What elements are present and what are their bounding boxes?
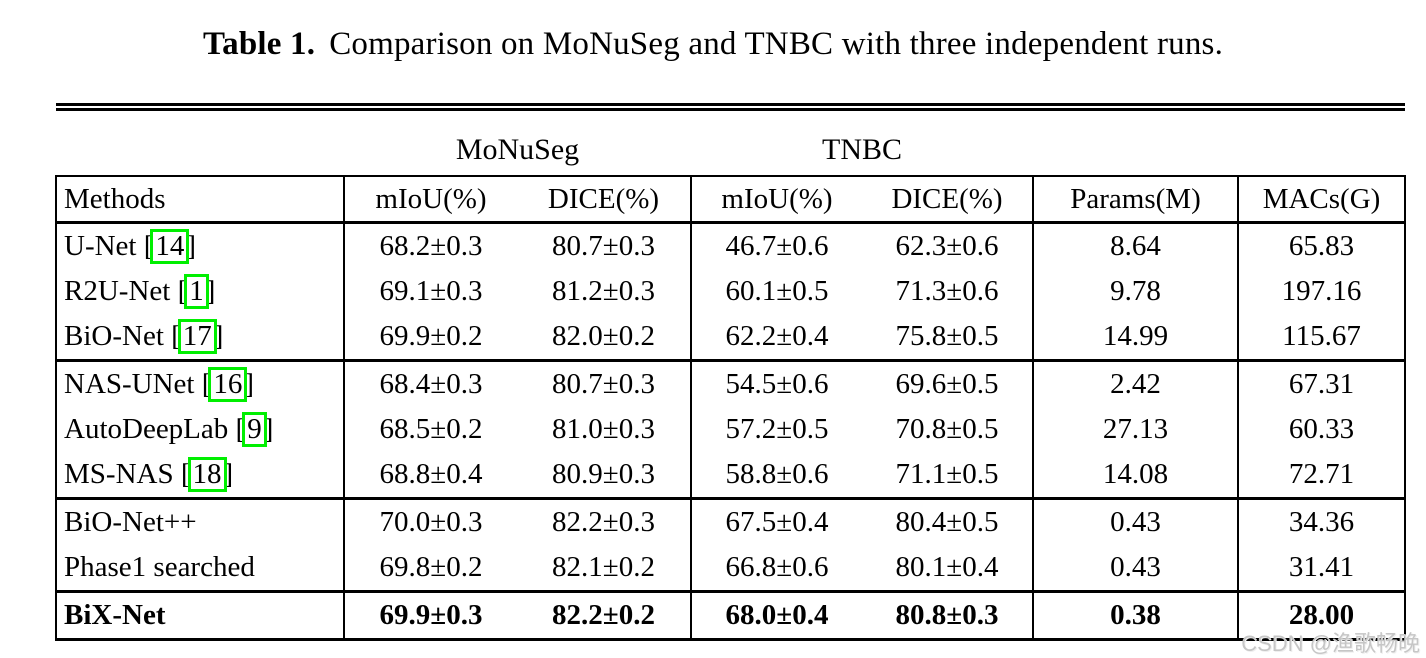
value-cell: 69.9±0.3 bbox=[344, 590, 517, 641]
table-row: BiX-Net 69.9±0.3 82.2±0.2 68.0±0.4 80.8±0.3 0… bbox=[55, 590, 1407, 641]
value-cell: 81.0±0.3 bbox=[517, 407, 692, 452]
method-cell: Phase1 searched bbox=[55, 545, 345, 592]
spacer-cell bbox=[1238, 103, 1406, 176]
value-cell: 62.3±0.6 bbox=[862, 222, 1035, 269]
citation-link[interactable]: 18 bbox=[187, 457, 227, 492]
value-cell: 14.08 bbox=[1033, 452, 1240, 499]
value-cell: 80.4±0.5 bbox=[862, 497, 1035, 545]
citation-link[interactable]: 9 bbox=[242, 412, 267, 447]
dataset-header-monuseg: MoNuSeg bbox=[344, 103, 691, 176]
table-row: BiO-Net++ 70.0±0.3 82.2±0.3 67.5±0.4 80.4±0.… bbox=[55, 497, 1407, 545]
value-cell: 81.2±0.3 bbox=[517, 269, 692, 314]
column-header-monuseg-miou: mIoU(%) bbox=[344, 175, 517, 224]
value-cell: 14.99 bbox=[1033, 314, 1240, 361]
spacer-cell bbox=[1033, 103, 1239, 176]
value-cell: 57.2±0.5 bbox=[725, 413, 829, 445]
value-cell: 67.5±0.4 bbox=[691, 497, 862, 545]
value-cell: 68.5±0.2 bbox=[379, 413, 483, 445]
method-cell: BiO-Net [17] bbox=[55, 314, 345, 361]
table-row: AutoDeepLab [9] 68.5±0.2 81.0±0.3 57.2±0.5 7… bbox=[55, 407, 1407, 452]
caption-label: Table 1. bbox=[202, 26, 316, 62]
value-cell: 65.83 bbox=[1238, 222, 1407, 269]
value-cell: 34.36 bbox=[1238, 497, 1407, 545]
citation-link[interactable]: 17 bbox=[177, 319, 217, 354]
value-cell: 197.16 bbox=[1238, 269, 1407, 314]
value-cell: 0.43 bbox=[1033, 545, 1240, 592]
table-caption: Table 1. Comparison on MoNuSeg and TNBC w… bbox=[0, 26, 1426, 63]
method-cell: NAS-UNet [16] bbox=[55, 359, 345, 407]
column-header-tnbc-dice: DICE(%) bbox=[862, 175, 1035, 224]
citation-link[interactable]: 14 bbox=[150, 229, 190, 264]
spacer-cell bbox=[56, 103, 344, 176]
watermark: CSDN @渔歌畅晚 bbox=[1241, 631, 1420, 656]
value-cell: 80.7±0.3 bbox=[517, 359, 692, 407]
method-cell: AutoDeepLab [9] bbox=[55, 407, 345, 452]
table-row: U-Net [14] 68.2±0.3 80.7±0.3 46.7±0.6 62.3±0… bbox=[55, 222, 1407, 269]
value-cell: 68.2±0.3 bbox=[379, 230, 483, 262]
value-cell: 0.38 bbox=[1033, 590, 1240, 641]
column-header-methods: Methods bbox=[55, 175, 345, 224]
value-cell: 71.3±0.6 bbox=[862, 269, 1035, 314]
value-cell: 60.1±0.5 bbox=[725, 275, 829, 307]
method-cell: U-Net [14] bbox=[55, 222, 345, 269]
value-cell: 28.00 bbox=[1238, 590, 1407, 641]
table-row: NAS-UNet [16] 68.4±0.3 80.7±0.3 54.5±0.6 69.… bbox=[55, 359, 1407, 407]
table-row: Phase1 searched 69.8±0.2 82.1±0.2 66.8±0.6 8… bbox=[55, 545, 1407, 592]
table-row: R2U-Net [1] 69.1±0.3 81.2±0.3 60.1±0.5 71.3±… bbox=[55, 269, 1407, 314]
dataset-header-row: MoNuSeg TNBC bbox=[56, 103, 1406, 176]
value-cell: 72.71 bbox=[1238, 452, 1407, 499]
value-cell: 68.0±0.4 bbox=[691, 590, 862, 641]
value-cell: 70.8±0.5 bbox=[862, 407, 1035, 452]
value-cell: 69.8±0.2 bbox=[379, 551, 483, 583]
value-cell: 80.1±0.4 bbox=[862, 545, 1035, 592]
value-cell: 82.2±0.2 bbox=[517, 590, 692, 641]
value-cell: 115.67 bbox=[1238, 314, 1407, 361]
value-cell: 58.8±0.6 bbox=[725, 458, 829, 490]
method-cell: BiX-Net bbox=[55, 590, 345, 641]
column-header-monuseg-dice: DICE(%) bbox=[517, 175, 692, 224]
value-cell: 69.9±0.2 bbox=[379, 320, 483, 352]
method-cell: R2U-Net [1] bbox=[55, 269, 345, 314]
value-cell: 0.43 bbox=[1033, 497, 1240, 545]
method-cell: MS-NAS [18] bbox=[55, 452, 345, 499]
value-cell: 31.41 bbox=[1238, 545, 1407, 592]
value-cell: 82.2±0.3 bbox=[517, 497, 692, 545]
value-cell: 80.7±0.3 bbox=[517, 222, 692, 269]
value-cell: 70.0±0.3 bbox=[344, 497, 517, 545]
method-cell: BiO-Net++ bbox=[55, 497, 345, 545]
column-header-tnbc-miou: mIoU(%) bbox=[691, 175, 862, 224]
value-cell: 75.8±0.5 bbox=[862, 314, 1035, 361]
value-cell: 60.33 bbox=[1238, 407, 1407, 452]
value-cell: 67.31 bbox=[1238, 359, 1407, 407]
column-header-params: Params(M) bbox=[1033, 175, 1240, 224]
value-cell: 80.9±0.3 bbox=[517, 452, 692, 499]
citation-link[interactable]: 1 bbox=[184, 274, 209, 309]
value-cell: 9.78 bbox=[1033, 269, 1240, 314]
value-cell: 82.1±0.2 bbox=[517, 545, 692, 592]
value-cell: 80.8±0.3 bbox=[862, 590, 1035, 641]
value-cell: 68.4±0.3 bbox=[344, 359, 517, 407]
value-cell: 8.64 bbox=[1033, 222, 1240, 269]
column-header-macs: MACs(G) bbox=[1238, 175, 1407, 224]
value-cell: 62.2±0.4 bbox=[725, 320, 829, 352]
column-header-row: Methods mIoU(%) DICE(%) mIoU(%) DICE(%) … bbox=[55, 175, 1407, 224]
comparison-table: MoNuSeg TNBC Methods mIoU(%) DICE(%) mIo… bbox=[55, 103, 1407, 641]
value-cell: 27.13 bbox=[1033, 407, 1240, 452]
value-cell: 2.42 bbox=[1033, 359, 1240, 407]
table-row: MS-NAS [18] 68.8±0.4 80.9±0.3 58.8±0.6 71.1±… bbox=[55, 452, 1407, 499]
value-cell: 69.6±0.5 bbox=[862, 359, 1035, 407]
dataset-header-tnbc: TNBC bbox=[691, 103, 1034, 176]
value-cell: 54.5±0.6 bbox=[691, 359, 862, 407]
value-cell: 46.7±0.6 bbox=[725, 230, 829, 262]
value-cell: 68.8±0.4 bbox=[379, 458, 483, 490]
caption-text: Comparison on MoNuSeg and TNBC with thre… bbox=[329, 26, 1224, 62]
value-cell: 82.0±0.2 bbox=[517, 314, 692, 361]
value-cell: 69.1±0.3 bbox=[379, 275, 483, 307]
citation-link[interactable]: 16 bbox=[208, 367, 248, 402]
value-cell: 71.1±0.5 bbox=[862, 452, 1035, 499]
value-cell: 66.8±0.6 bbox=[725, 551, 829, 583]
table-row: BiO-Net [17] 69.9±0.2 82.0±0.2 62.2±0.4 75.8… bbox=[55, 314, 1407, 361]
